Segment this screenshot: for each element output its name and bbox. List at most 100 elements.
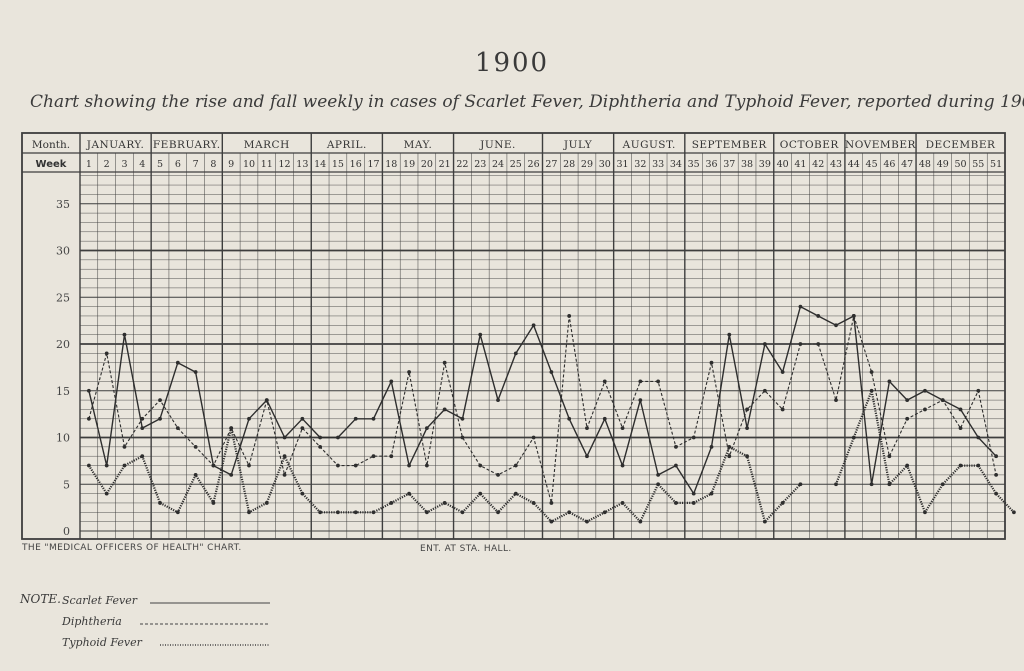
week-label: 36 — [705, 159, 717, 170]
week-label: 3 — [121, 159, 127, 170]
week-label: 22 — [456, 159, 468, 170]
data-point-diphtheria — [86, 416, 91, 421]
week-label: 1 — [86, 159, 92, 170]
week-label: 32 — [634, 159, 646, 170]
month-label: FEBRUARY. — [153, 139, 221, 151]
week-label: 2 — [104, 159, 110, 170]
week-label: 8 — [210, 159, 216, 170]
week-label: 50 — [954, 159, 966, 170]
month-label: SEPTEMBER — [692, 139, 768, 151]
month-header: Month. — [32, 139, 70, 151]
week-label: 4 — [139, 159, 145, 170]
data-point-diphtheria — [407, 370, 411, 374]
y-tick-label: 0 — [63, 525, 70, 538]
month-label: MAY. — [404, 139, 433, 151]
month-label: JULY — [563, 139, 593, 151]
chart-imprint: THE "MEDICAL OFFICERS OF HEALTH" CHART. — [22, 543, 242, 553]
y-tick-label: 25 — [56, 291, 70, 304]
data-point-diphtheria — [371, 454, 376, 459]
week-label: 27 — [545, 159, 557, 170]
week-label: 10 — [243, 159, 255, 170]
series-line-diphtheria — [88, 315, 997, 504]
week-label: 19 — [403, 159, 415, 170]
week-label: 14 — [314, 159, 326, 170]
week-label: 11 — [261, 159, 273, 170]
week-label: 6 — [175, 159, 181, 170]
week-label: 7 — [193, 159, 199, 170]
week-label: 42 — [812, 159, 824, 170]
chart-year: 1900 — [474, 48, 550, 78]
data-point-diphtheria — [994, 473, 999, 477]
data-point-diphtheria — [887, 454, 892, 459]
note-typhoid-fever: Typhoid Fever — [62, 636, 142, 649]
series-line-scarlet-fever — [88, 305, 997, 495]
y-tick-label: 5 — [63, 478, 70, 491]
week-label: 47 — [901, 159, 913, 170]
week-label: 9 — [228, 159, 234, 170]
week-label: 29 — [581, 159, 593, 170]
chart-frame — [21, 132, 1006, 540]
month-label: AUGUST. — [622, 139, 676, 151]
week-label: 40 — [777, 159, 789, 170]
week-label: 35 — [688, 159, 700, 170]
data-point-diphtheria — [549, 501, 554, 505]
month-label: APRIL. — [326, 139, 367, 151]
week-label: 28 — [563, 159, 575, 170]
y-tick-label: 30 — [56, 245, 70, 258]
week-label: 17 — [367, 159, 379, 170]
week-label: 18 — [385, 159, 397, 170]
week-label: 30 — [599, 159, 611, 170]
data-point-diphtheria — [869, 370, 874, 374]
note-scarlet-fever: Scarlet Fever — [62, 594, 137, 607]
data-point-scarlet-fever — [86, 388, 91, 393]
week-label: 55 — [972, 159, 984, 170]
week-label: 48 — [919, 159, 931, 170]
stationers-hall-note: ENT. AT STA. HALL. — [420, 544, 512, 554]
week-label: 21 — [439, 159, 451, 170]
data-point-diphtheria — [780, 407, 785, 412]
data-point-diphtheria — [247, 463, 251, 468]
month-label: NOVEMBER — [845, 139, 916, 151]
data-point-typhoid-fever — [86, 463, 91, 468]
y-tick-label: 10 — [56, 432, 70, 445]
week-label: 41 — [794, 159, 806, 170]
month-label: MARCH — [244, 139, 290, 151]
week-label: 44 — [848, 159, 860, 170]
note-label: NOTE. — [20, 592, 61, 606]
week-label: 13 — [296, 159, 308, 170]
month-label: OCTOBER — [780, 139, 840, 151]
month-label: JUNE. — [479, 139, 516, 151]
data-point-diphtheria — [834, 398, 838, 402]
week-label: 45 — [866, 159, 878, 170]
y-tick-label: 15 — [56, 385, 70, 398]
week-label: 15 — [332, 159, 344, 170]
week-label: 34 — [670, 159, 682, 170]
chart-subtitle: Chart showing the rise and fall weekly i… — [30, 92, 1024, 112]
week-label: 39 — [759, 159, 771, 170]
data-point-typhoid-fever — [798, 482, 803, 487]
week-label: 33 — [652, 159, 664, 170]
week-label: 24 — [492, 159, 504, 170]
week-label: 49 — [937, 159, 949, 170]
week-label: 37 — [723, 159, 735, 170]
week-header: Week — [36, 159, 67, 170]
week-label: 38 — [741, 159, 753, 170]
week-label: 31 — [617, 159, 629, 170]
week-label: 23 — [474, 159, 486, 170]
week-label: 43 — [830, 159, 842, 170]
week-label: 20 — [421, 159, 433, 170]
week-label: 12 — [279, 159, 291, 170]
week-label: 5 — [157, 159, 163, 170]
note-diphtheria: Diphtheria — [62, 615, 122, 628]
week-label: 16 — [350, 159, 362, 170]
data-point-diphtheria — [851, 314, 856, 318]
week-label: 51 — [990, 159, 1002, 170]
week-label: 26 — [528, 159, 540, 170]
month-label: DECEMBER — [926, 139, 996, 151]
y-tick-label: 20 — [56, 338, 70, 351]
y-tick-label: 35 — [56, 198, 70, 211]
data-point-diphtheria — [424, 463, 429, 468]
week-label: 46 — [883, 159, 895, 170]
week-label: 25 — [510, 159, 522, 170]
